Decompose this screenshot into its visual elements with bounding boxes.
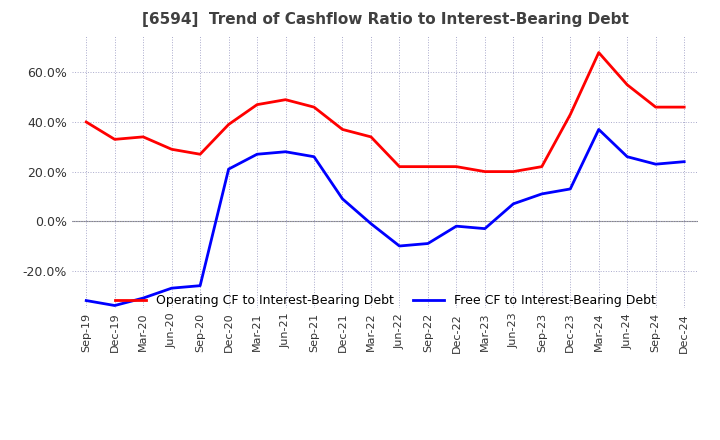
Free CF to Interest-Bearing Debt [509,201,518,206]
Free CF to Interest-Bearing Debt [82,298,91,303]
Free CF to Interest-Bearing Debt [167,286,176,291]
Line: Free CF to Interest-Bearing Debt: Free CF to Interest-Bearing Debt [86,129,684,305]
Operating CF to Interest-Bearing Debt [537,164,546,169]
Free CF to Interest-Bearing Debt [225,166,233,172]
Operating CF to Interest-Bearing Debt [338,127,347,132]
Title: [6594]  Trend of Cashflow Ratio to Interest-Bearing Debt: [6594] Trend of Cashflow Ratio to Intere… [142,12,629,27]
Operating CF to Interest-Bearing Debt [366,134,375,139]
Free CF to Interest-Bearing Debt [139,295,148,301]
Free CF to Interest-Bearing Debt [253,152,261,157]
Operating CF to Interest-Bearing Debt [452,164,461,169]
Operating CF to Interest-Bearing Debt [595,50,603,55]
Operating CF to Interest-Bearing Debt [110,137,119,142]
Free CF to Interest-Bearing Debt [282,149,290,154]
Operating CF to Interest-Bearing Debt [253,102,261,107]
Free CF to Interest-Bearing Debt [623,154,631,159]
Operating CF to Interest-Bearing Debt [282,97,290,103]
Free CF to Interest-Bearing Debt [110,303,119,308]
Free CF to Interest-Bearing Debt [680,159,688,164]
Legend: Operating CF to Interest-Bearing Debt, Free CF to Interest-Bearing Debt: Operating CF to Interest-Bearing Debt, F… [114,294,656,307]
Operating CF to Interest-Bearing Debt [310,104,318,110]
Free CF to Interest-Bearing Debt [423,241,432,246]
Operating CF to Interest-Bearing Debt [566,112,575,117]
Line: Operating CF to Interest-Bearing Debt: Operating CF to Interest-Bearing Debt [86,52,684,172]
Free CF to Interest-Bearing Debt [652,161,660,167]
Operating CF to Interest-Bearing Debt [509,169,518,174]
Operating CF to Interest-Bearing Debt [423,164,432,169]
Operating CF to Interest-Bearing Debt [225,122,233,127]
Operating CF to Interest-Bearing Debt [652,104,660,110]
Operating CF to Interest-Bearing Debt [139,134,148,139]
Free CF to Interest-Bearing Debt [480,226,489,231]
Operating CF to Interest-Bearing Debt [395,164,404,169]
Operating CF to Interest-Bearing Debt [167,147,176,152]
Operating CF to Interest-Bearing Debt [680,104,688,110]
Operating CF to Interest-Bearing Debt [623,82,631,88]
Operating CF to Interest-Bearing Debt [196,152,204,157]
Free CF to Interest-Bearing Debt [366,221,375,226]
Free CF to Interest-Bearing Debt [338,196,347,202]
Operating CF to Interest-Bearing Debt [82,119,91,125]
Free CF to Interest-Bearing Debt [196,283,204,288]
Free CF to Interest-Bearing Debt [395,243,404,249]
Free CF to Interest-Bearing Debt [310,154,318,159]
Free CF to Interest-Bearing Debt [566,186,575,191]
Free CF to Interest-Bearing Debt [595,127,603,132]
Free CF to Interest-Bearing Debt [452,224,461,229]
Operating CF to Interest-Bearing Debt [480,169,489,174]
Free CF to Interest-Bearing Debt [537,191,546,197]
